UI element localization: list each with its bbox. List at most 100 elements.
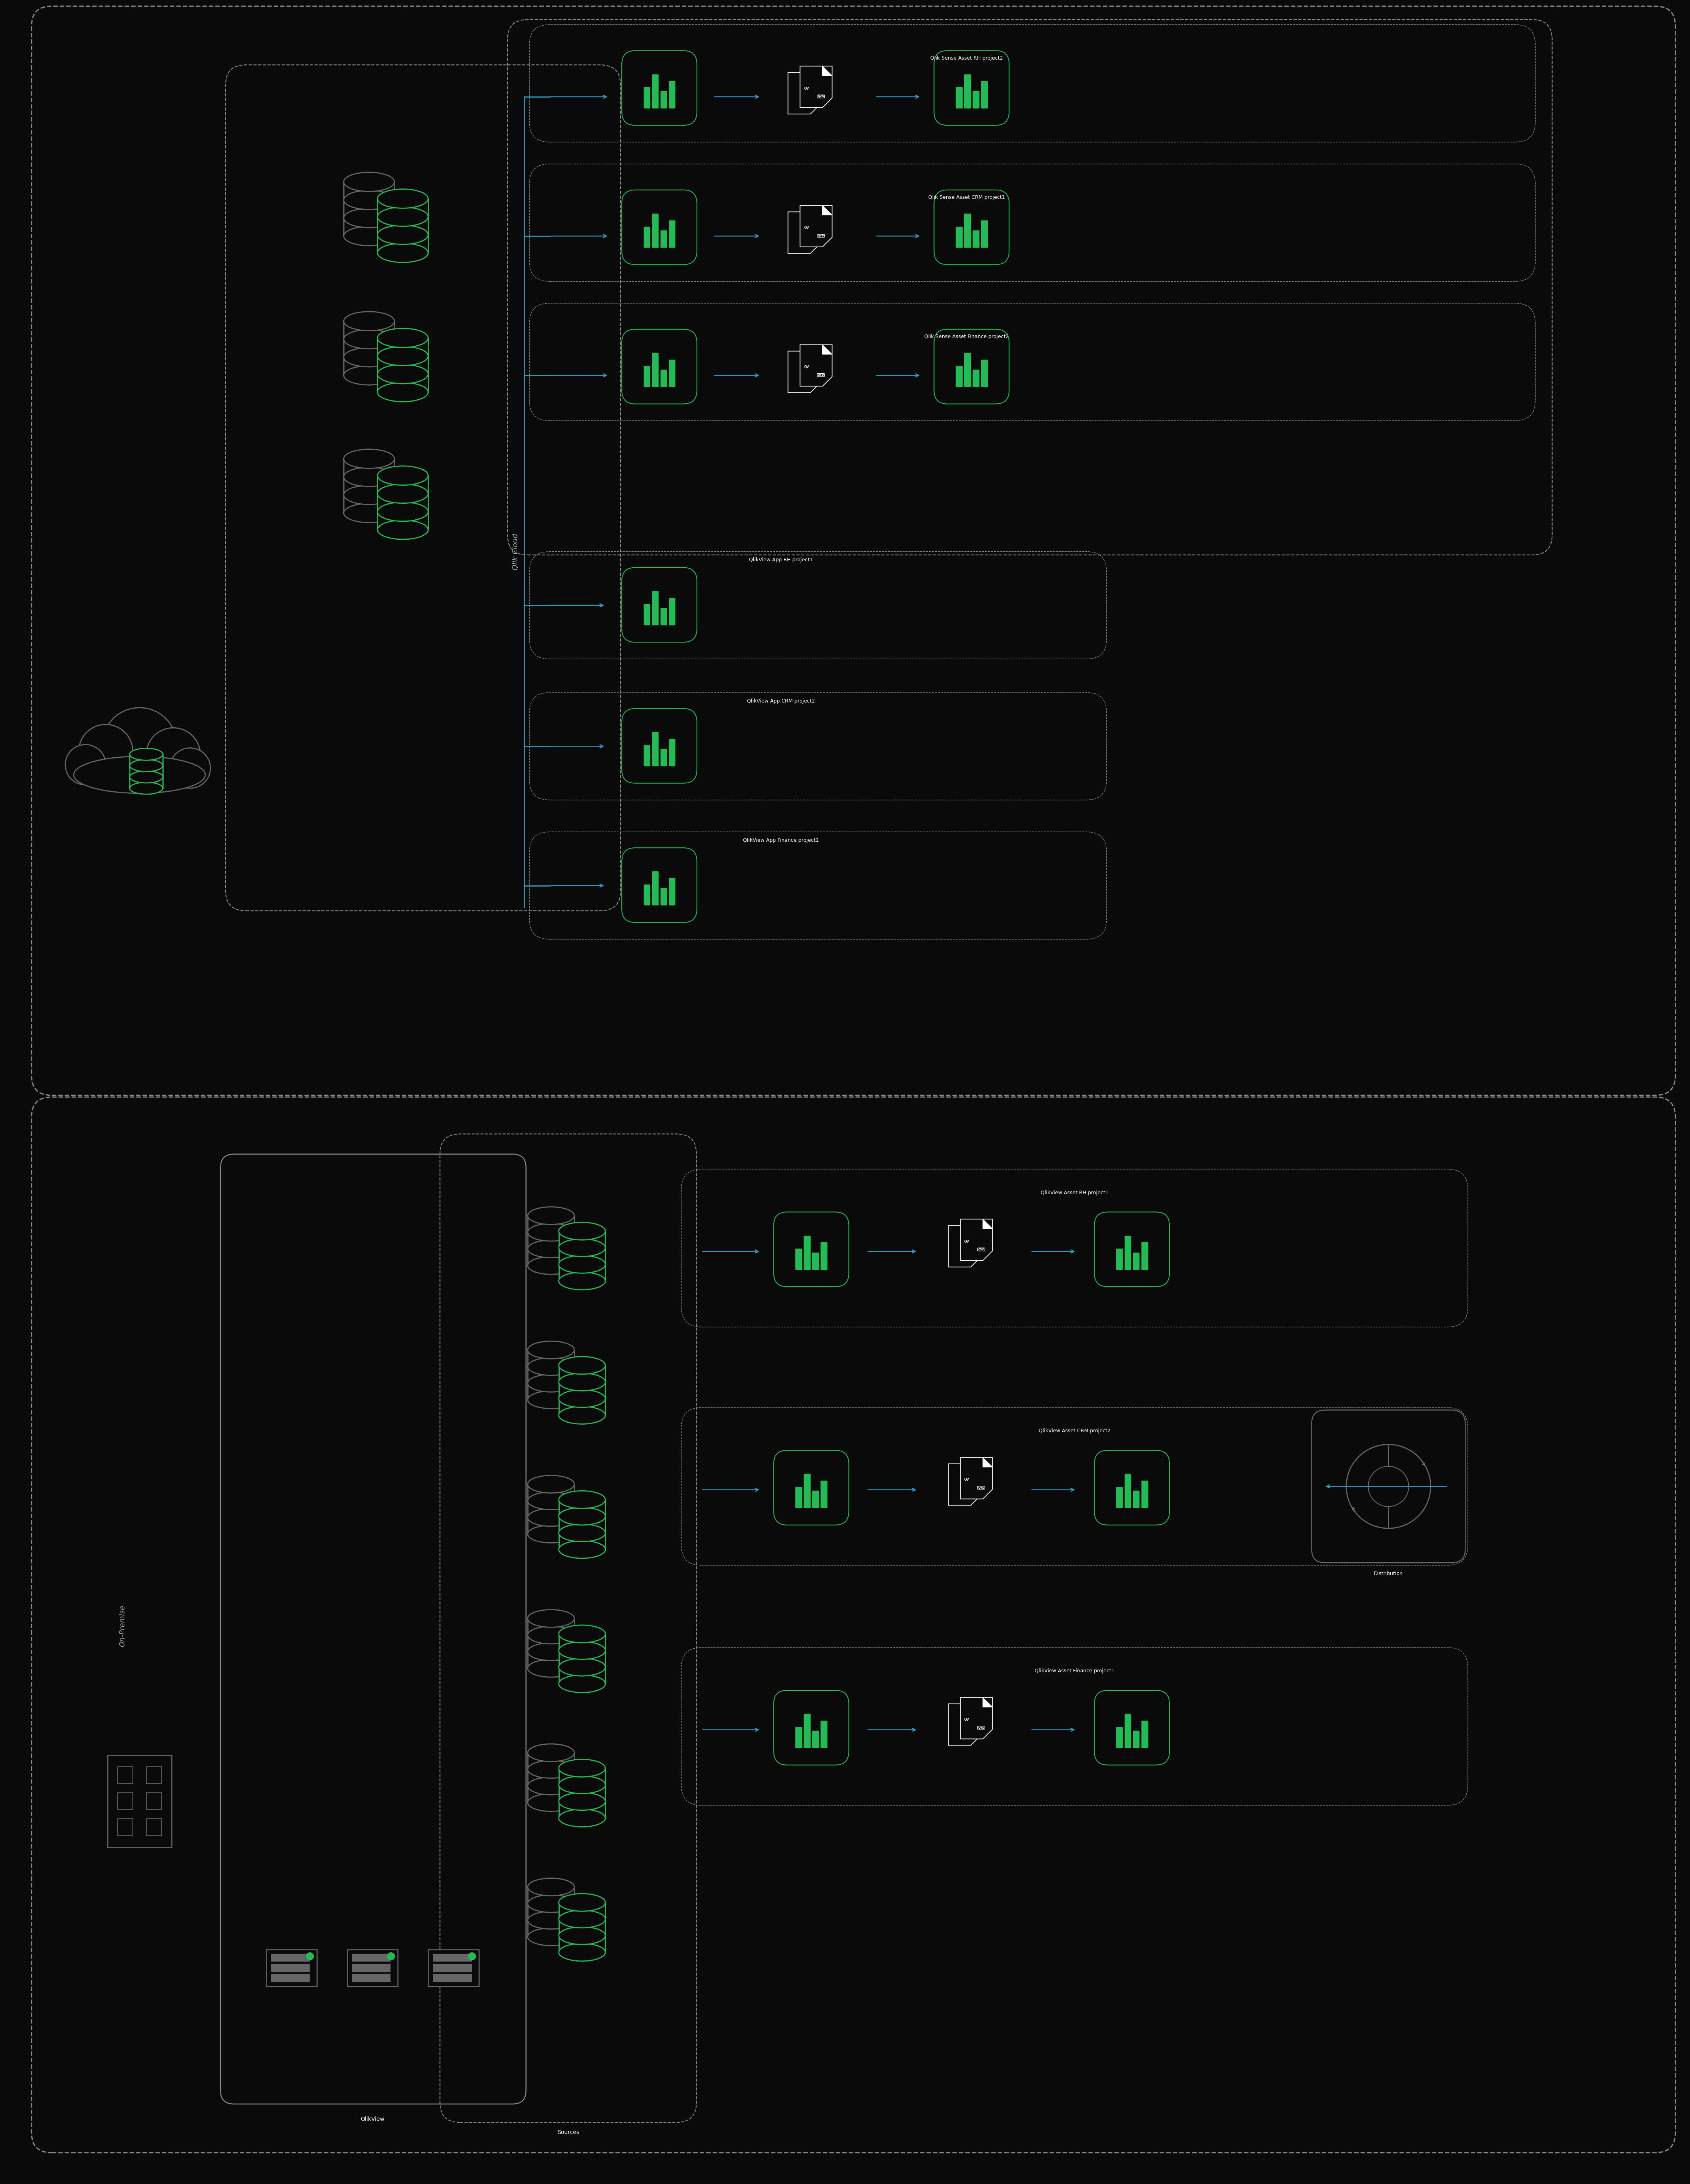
Ellipse shape [559, 1625, 605, 1642]
Polygon shape [948, 1463, 980, 1505]
Ellipse shape [343, 190, 394, 210]
Ellipse shape [527, 1896, 575, 1913]
Bar [804, 1236, 810, 1269]
Bar [661, 369, 666, 387]
Polygon shape [970, 1463, 980, 1474]
Ellipse shape [527, 1492, 575, 1509]
Bar [661, 229, 666, 247]
Ellipse shape [527, 1627, 575, 1645]
Bar [661, 889, 666, 904]
Bar [346, 1950, 397, 1987]
Bar [669, 878, 674, 904]
Bar [796, 1487, 801, 1507]
Ellipse shape [527, 1760, 575, 1778]
Bar [352, 1963, 390, 1972]
Text: On-Premise: On-Premise [118, 1605, 127, 1647]
Ellipse shape [130, 771, 162, 782]
Bar [965, 354, 970, 387]
Bar [644, 605, 651, 625]
Ellipse shape [527, 1391, 575, 1409]
Ellipse shape [559, 1507, 605, 1524]
Circle shape [79, 725, 134, 778]
Text: QVD: QVD [818, 373, 825, 376]
Bar [559, 1500, 605, 1548]
Ellipse shape [343, 227, 394, 245]
Bar [433, 1963, 472, 1972]
Bar [559, 1365, 605, 1415]
Ellipse shape [377, 365, 428, 384]
Ellipse shape [559, 1406, 605, 1424]
Bar [982, 360, 987, 387]
Bar [433, 1955, 472, 1961]
Ellipse shape [377, 465, 428, 485]
Bar [644, 87, 651, 107]
Polygon shape [788, 72, 820, 114]
Bar [965, 214, 970, 247]
Polygon shape [811, 352, 820, 360]
Bar [1141, 1721, 1148, 1747]
Text: QVD: QVD [979, 1249, 985, 1251]
Text: QlikView App Finance project1: QlikView App Finance project1 [744, 839, 818, 843]
Bar [804, 1474, 810, 1507]
Bar [1115, 1249, 1122, 1269]
Bar [352, 1974, 390, 1981]
Circle shape [147, 727, 201, 782]
Bar [527, 1485, 575, 1533]
Ellipse shape [74, 756, 204, 793]
Bar [265, 1950, 316, 1987]
Bar [821, 1243, 826, 1269]
Text: QVD: QVD [979, 1487, 985, 1489]
Bar [661, 749, 666, 767]
Bar [343, 321, 394, 376]
Bar [108, 1756, 172, 1848]
Ellipse shape [130, 749, 162, 760]
Text: Qlik Sense Asset CRM project1: Qlik Sense Asset CRM project1 [928, 194, 1006, 201]
Ellipse shape [527, 1241, 575, 1258]
Bar [527, 1754, 575, 1802]
Text: QV: QV [965, 1719, 970, 1721]
Bar [821, 1481, 826, 1507]
Text: QV: QV [965, 1241, 970, 1243]
Polygon shape [960, 1457, 992, 1498]
Ellipse shape [343, 207, 394, 227]
Ellipse shape [559, 1760, 605, 1778]
Text: QlikView App CRM project2: QlikView App CRM project2 [747, 699, 815, 703]
Circle shape [103, 708, 177, 782]
Polygon shape [811, 212, 820, 221]
Ellipse shape [527, 1610, 575, 1627]
Ellipse shape [559, 1793, 605, 1811]
Ellipse shape [343, 505, 394, 522]
Polygon shape [984, 1697, 992, 1708]
Bar [559, 1769, 605, 1817]
Ellipse shape [527, 1878, 575, 1896]
Bar [377, 476, 428, 531]
Bar [652, 592, 659, 625]
Ellipse shape [377, 328, 428, 347]
Bar [813, 1492, 818, 1507]
Polygon shape [823, 345, 831, 354]
Bar [644, 227, 651, 247]
Bar [796, 1728, 801, 1747]
Ellipse shape [559, 1389, 605, 1406]
Ellipse shape [527, 1778, 575, 1795]
Text: QlikView Asset Finance project1: QlikView Asset Finance project1 [1034, 1669, 1114, 1673]
Polygon shape [984, 1457, 992, 1468]
Text: QVD: QVD [818, 234, 825, 236]
Bar [527, 1618, 575, 1669]
Ellipse shape [130, 782, 162, 795]
Text: QlikView App RH project1: QlikView App RH project1 [749, 557, 813, 563]
Bar [973, 229, 979, 247]
Text: QV: QV [804, 365, 810, 369]
Bar [982, 221, 987, 247]
Ellipse shape [559, 1926, 605, 1944]
Bar [147, 1793, 162, 1811]
Bar [377, 339, 428, 393]
Text: QV: QV [804, 87, 810, 90]
Ellipse shape [559, 1256, 605, 1273]
Ellipse shape [559, 1238, 605, 1256]
Polygon shape [948, 1225, 980, 1267]
Ellipse shape [377, 382, 428, 402]
Bar [804, 1714, 810, 1747]
Bar [669, 221, 674, 247]
Polygon shape [948, 1704, 980, 1745]
